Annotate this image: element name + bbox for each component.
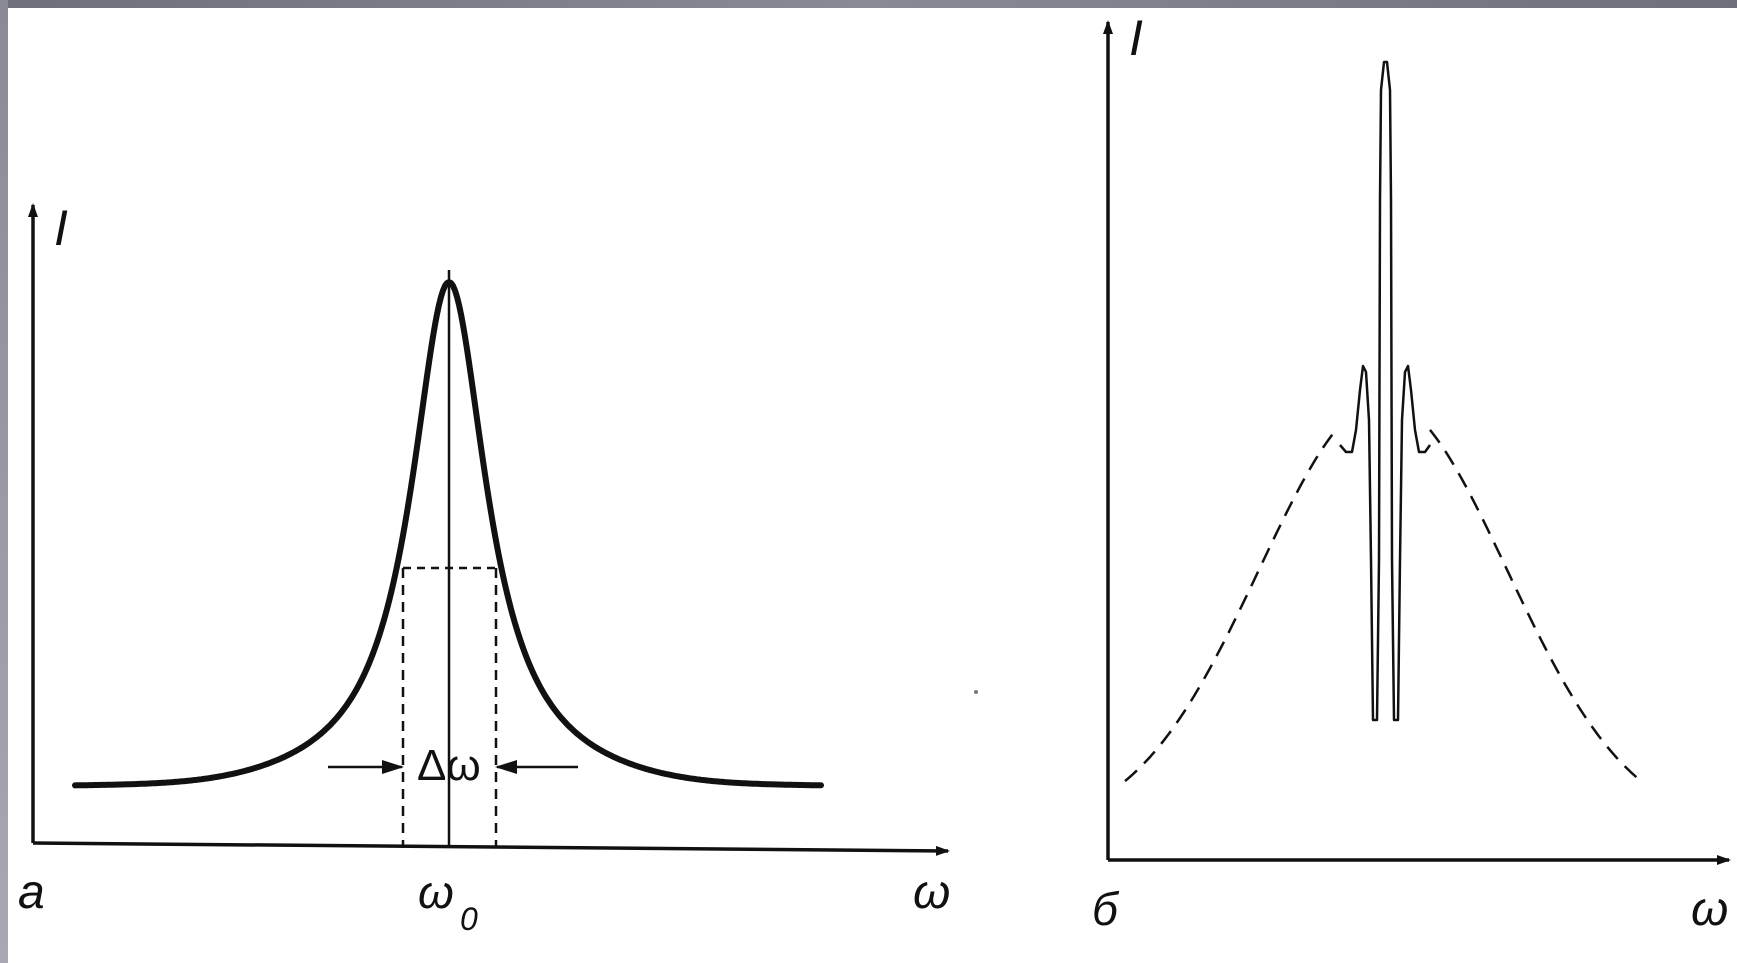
panel-b-x-label: ω [1691,883,1728,936]
panel-b-envelope-left [1124,426,1339,783]
panel-b-panel-label: б [1092,883,1120,935]
left-border [0,0,8,963]
panel-a-center-subscript: 0 [460,901,478,937]
panel-b-envelope-right [1429,429,1641,782]
panel-a-center-label: ω [418,866,454,918]
top-border [0,0,1737,8]
panel-a-width-label: Δω [417,741,481,790]
panel-b: I б ω [1092,10,1731,936]
panel-b-central-peaks [1339,60,1432,722]
panel-a: I а ω Δω ω 0 [18,200,950,937]
speck-mark [974,690,978,694]
panel-a-x-label: ω [913,866,950,919]
panel-a-y-label: I [54,200,68,256]
panel-b-y-label: I [1129,10,1143,66]
panel-a-x-axis [32,841,950,856]
panel-a-panel-label: а [18,866,45,919]
